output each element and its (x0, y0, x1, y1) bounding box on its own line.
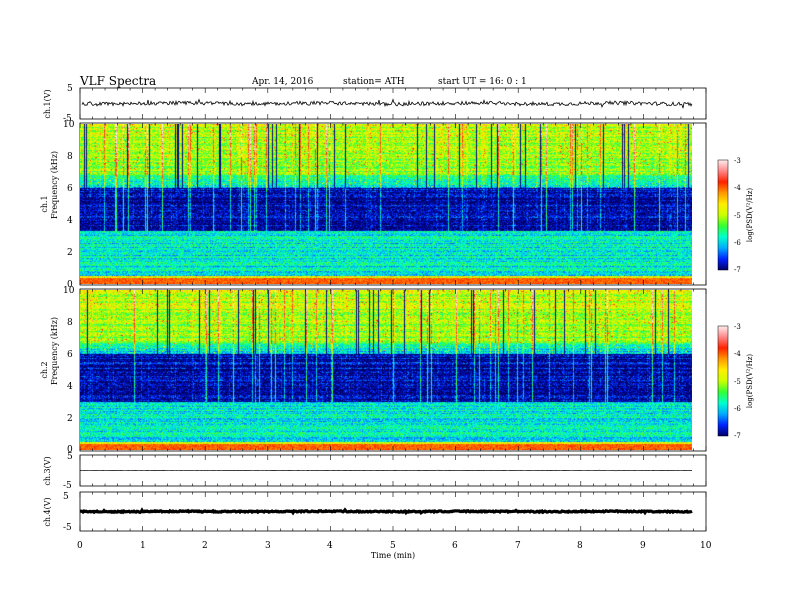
ch1-cbar-tick-m3: -3 (734, 157, 741, 165)
ch2-spec-ytick-0: 0 (67, 445, 73, 455)
ch3-ytick-bottom: -5 (63, 481, 72, 491)
ch1-cbar-tick-m7: -7 (734, 266, 741, 274)
ch2-spec-ytick-2: 2 (67, 414, 73, 424)
ch1-spec-ytick-6: 6 (67, 184, 73, 194)
ch1-spec-ytick-10: 10 (63, 120, 75, 130)
ch1-cbar-tick-m4: -4 (734, 184, 741, 192)
ch3-waveform-trace (79, 469, 693, 472)
ch4-waveform-trace (79, 507, 693, 516)
ch3-ytick-top: 5 (67, 452, 73, 462)
ch1-ytick-top: 5 (67, 84, 73, 94)
ch2-colorbar-label: log(PSD(V²/Hz) (746, 354, 754, 409)
ch2-spec-ylabel-frequency: Frequency (kHz) (50, 317, 59, 385)
header-date: Apr. 14, 2016 (251, 77, 314, 87)
x-axis-label: Time (min) (371, 551, 415, 560)
xtick-3: 3 (265, 541, 271, 551)
xtick-8: 8 (577, 541, 583, 551)
xtick-2: 2 (202, 541, 208, 551)
ch1-cbar-tick-m6: -6 (734, 239, 741, 247)
ch1-spec-ytick-8: 8 (67, 152, 73, 162)
figure-title: VLF Spectra (79, 74, 156, 88)
ch1-colorbar (717, 159, 729, 271)
ch1-spec-ylabel-channel: ch.1 (40, 195, 49, 212)
ch4-ytick-top: 5 (63, 492, 69, 502)
ch2-spec-ytick-4: 4 (67, 382, 73, 392)
ch1-ytick-bottom: -5 (63, 114, 72, 124)
ch1-colorbar-label: log(PSD(V²/Hz) (746, 188, 754, 243)
ch1-spec-ytick-2: 2 (67, 248, 73, 258)
header-start-time: start UT = 16: 0 : 1 (438, 77, 527, 87)
xtick-1: 1 (140, 541, 146, 551)
xtick-9: 9 (640, 541, 646, 551)
ch2-cbar-tick-m7: -7 (734, 432, 741, 440)
ch1-ylabel: ch.1(V) (43, 89, 52, 118)
ch2-spec-ytick-6: 6 (67, 350, 73, 360)
ch2-spec-ylabel-channel: ch.2 (40, 361, 49, 378)
ch2-cbar-tick-m3: -3 (734, 323, 741, 331)
xtick-4: 4 (327, 541, 333, 551)
xtick-0: 0 (77, 541, 83, 551)
xtick-5: 5 (390, 541, 396, 551)
ch1-spectrogram-image (80, 124, 692, 284)
ch1-waveform-trace (81, 98, 693, 109)
ch2-cbar-tick-m6: -6 (734, 405, 741, 413)
ch2-spec-ytick-10: 10 (63, 286, 75, 296)
ch2-cbar-tick-m5: -5 (734, 378, 741, 386)
ch1-spec-ylabel-frequency: Frequency (kHz) (50, 151, 59, 219)
ch3-ylabel: ch.3(V) (43, 456, 52, 485)
xtick-6: 6 (452, 541, 458, 551)
xtick-7: 7 (515, 541, 521, 551)
ch2-spec-ytick-8: 8 (67, 318, 73, 328)
ch2-spectrogram-image (80, 290, 692, 450)
ch2-cbar-tick-m4: -4 (734, 350, 741, 358)
ch2-colorbar (717, 325, 729, 437)
x-axis-ticks (79, 88, 707, 531)
ch4-ylabel: ch.4(V) (43, 497, 52, 526)
xtick-10: 10 (700, 541, 712, 551)
ch1-cbar-tick-m5: -5 (734, 212, 741, 220)
ch4-ytick-bottom: -5 (63, 523, 72, 533)
header-station: station= ATH (343, 77, 405, 87)
ch1-spec-ytick-4: 4 (67, 216, 73, 226)
ch1-spec-ytick-0: 0 (67, 280, 73, 290)
